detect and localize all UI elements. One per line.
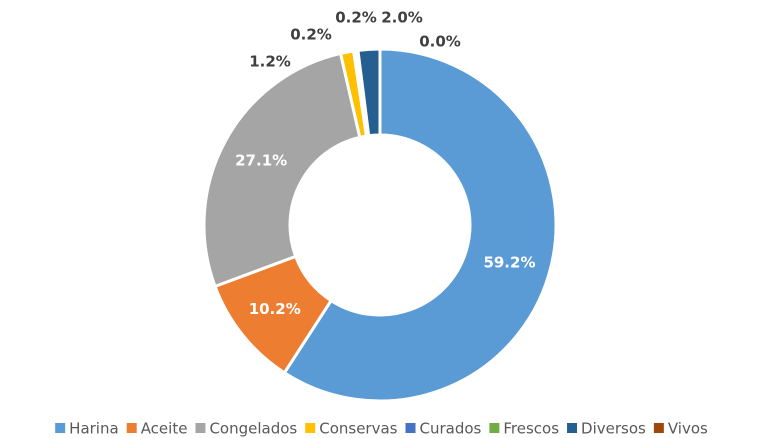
data-label: 59.2% [483,254,535,272]
legend-swatch [55,423,66,433]
legend-label: Conservas [319,420,397,438]
legend-swatch [195,423,206,433]
legend-label: Frescos [503,420,559,438]
data-label: 0.2% [290,26,332,44]
legend-swatch [567,423,578,433]
legend-swatch [405,423,416,433]
legend-label: Vivos [668,420,708,438]
legend-label: Harina [69,420,119,438]
legend-swatch [126,423,137,433]
legend-label: Aceite [141,420,188,438]
data-label: 2.0% [381,9,423,27]
data-label: 0.2% [335,9,377,27]
slice [282,47,558,403]
legend-swatch [653,423,664,433]
legend-swatch [305,423,316,433]
legend-label: Congelados [209,420,297,438]
data-label: 10.2% [249,300,301,318]
slice [202,51,362,289]
data-label: 0.0% [419,33,461,51]
data-label: 27.1% [235,151,287,169]
legend-swatch [489,423,500,433]
legend-label: Diversos [581,420,646,438]
data-label: 1.2% [249,53,291,71]
legend-label: Curados [420,420,482,438]
